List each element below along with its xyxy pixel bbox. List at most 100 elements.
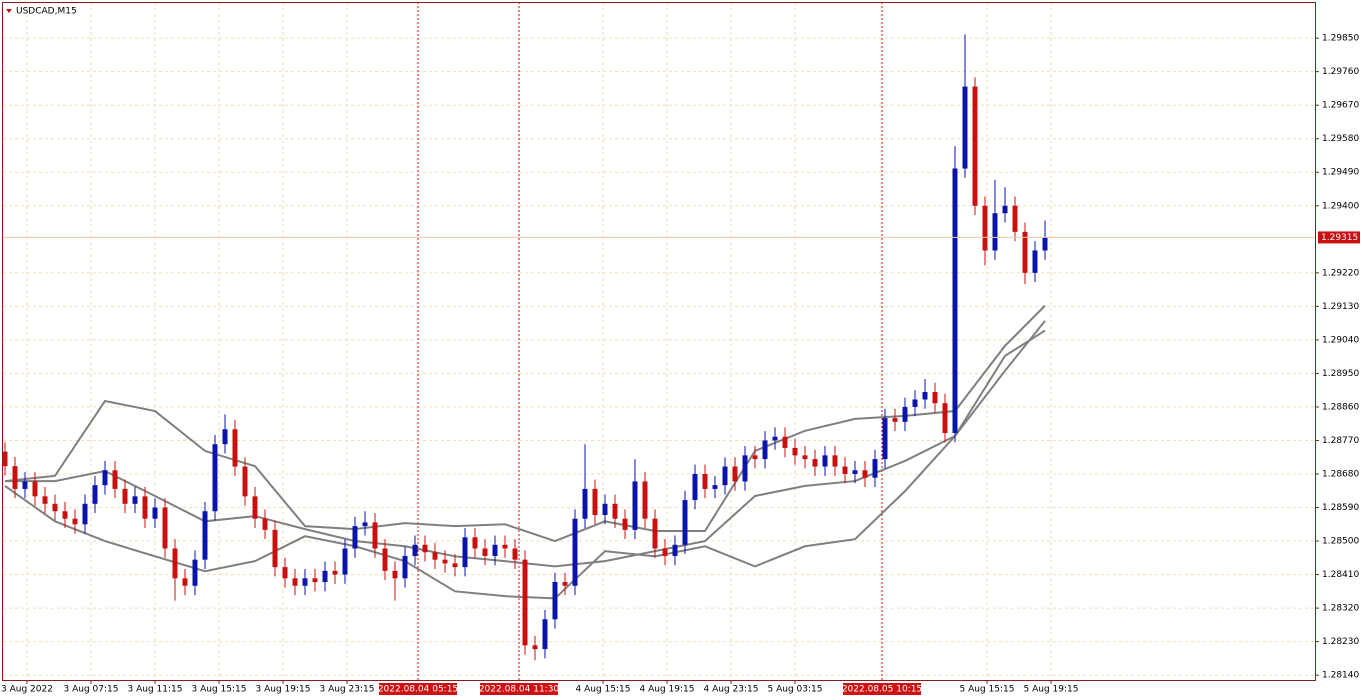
candle-body <box>622 518 628 530</box>
candle-body <box>732 466 738 482</box>
y-tick-label: 1.28590 <box>1322 503 1359 513</box>
grid <box>3 2 1315 680</box>
marker-label-box <box>379 683 457 695</box>
candle-body <box>62 511 68 519</box>
candle-body <box>492 544 498 556</box>
marker-label: 2022.08.04 05:15 <box>378 685 458 695</box>
candle-body <box>202 511 208 560</box>
menu-arrow[interactable] <box>6 9 12 13</box>
candle-body <box>912 399 918 407</box>
candle-body <box>272 529 278 568</box>
x-tick-label: 5 Aug 03:15 <box>768 685 823 695</box>
candle-body <box>502 544 508 549</box>
y-tick-label: 1.29490 <box>1322 168 1359 178</box>
candle-body <box>402 555 408 579</box>
candle-body <box>802 455 808 460</box>
candle-body <box>252 496 258 519</box>
candle-body <box>672 544 678 556</box>
candle-body <box>302 578 308 586</box>
candle-body <box>42 496 48 504</box>
candle-body <box>442 559 448 564</box>
y-tick-label: 1.29040 <box>1322 335 1359 345</box>
bollinger-band <box>4 320 1046 600</box>
candle-body <box>152 507 158 519</box>
x-tick-label: 3 Aug 15:15 <box>192 685 247 695</box>
candle-body <box>362 522 368 527</box>
y-tick-label: 1.29220 <box>1322 268 1359 278</box>
candle-body <box>312 578 318 583</box>
candle-body <box>552 582 558 620</box>
candle-body <box>762 440 768 460</box>
marker-label: 2022.08.05 10:15 <box>842 685 922 695</box>
candle-body <box>782 436 788 448</box>
candle-body <box>632 481 638 530</box>
candle-body <box>52 503 58 512</box>
candle-body <box>342 548 348 575</box>
candle-body <box>562 582 568 586</box>
candle-body <box>692 473 698 501</box>
candle-body <box>372 522 378 549</box>
y-tick-label: 1.28770 <box>1322 436 1359 446</box>
y-tick-label: 1.29130 <box>1322 302 1359 312</box>
candle-body <box>212 444 218 512</box>
candle-body <box>682 500 688 545</box>
candle-body <box>1012 205 1018 232</box>
candle-body <box>82 503 88 525</box>
candle-body <box>1032 250 1038 273</box>
candle-body <box>12 466 18 489</box>
candle-body <box>422 544 428 553</box>
chart-title: USDCAD,M15 <box>16 7 77 17</box>
candle-body <box>292 578 298 586</box>
candle-body <box>962 86 968 169</box>
candle-body <box>592 488 598 515</box>
candle-body <box>542 619 548 650</box>
candle-body <box>1002 205 1008 214</box>
candle-body <box>262 518 268 530</box>
candle-body <box>512 548 518 560</box>
y-tick-label: 1.28500 <box>1322 537 1359 547</box>
candle-body <box>432 552 438 560</box>
candle-body <box>752 455 758 460</box>
marker-label-box <box>480 683 558 695</box>
candle-body <box>872 459 878 478</box>
candle-body <box>702 473 708 489</box>
candle-body <box>1022 231 1028 273</box>
x-tick-label: 3 Aug 2022 <box>1 685 53 695</box>
candle-body <box>102 470 108 486</box>
y-tick-label: 1.28680 <box>1322 469 1359 479</box>
candle-body <box>722 466 728 486</box>
candle-body <box>452 563 458 568</box>
plot <box>2 34 1048 661</box>
x-tick-label: 5 Aug 19:15 <box>1024 685 1079 695</box>
candle-body <box>352 526 358 549</box>
x-tick-label: 4 Aug 23:15 <box>704 685 759 695</box>
candle-body <box>322 570 328 583</box>
candle-body <box>772 436 778 441</box>
candle-body <box>642 481 648 519</box>
last-price-box <box>1318 231 1360 244</box>
bollinger-band <box>4 304 1046 543</box>
candle-body <box>952 168 958 434</box>
y-tick-label: 1.29850 <box>1322 34 1359 44</box>
candle-body <box>332 570 338 575</box>
candle-body <box>832 455 838 467</box>
candle-body <box>32 481 38 497</box>
y-tick-label: 1.28410 <box>1322 570 1359 580</box>
candle-body <box>472 537 478 549</box>
candle-body <box>822 455 828 467</box>
candle-body <box>382 548 388 571</box>
candle-body <box>942 403 948 434</box>
y-tick-label: 1.29760 <box>1322 67 1359 77</box>
x-tick-label: 3 Aug 07:15 <box>64 685 119 695</box>
candle-body <box>112 470 118 489</box>
candle-body <box>662 548 668 556</box>
candle-body <box>72 518 78 525</box>
candle-body <box>922 392 928 400</box>
candle-body <box>902 406 908 422</box>
candle-body <box>982 205 988 251</box>
candle-body <box>192 559 198 586</box>
candle-body <box>182 578 188 586</box>
y-tick-label: 1.28860 <box>1322 402 1359 412</box>
candle-body <box>742 455 748 482</box>
